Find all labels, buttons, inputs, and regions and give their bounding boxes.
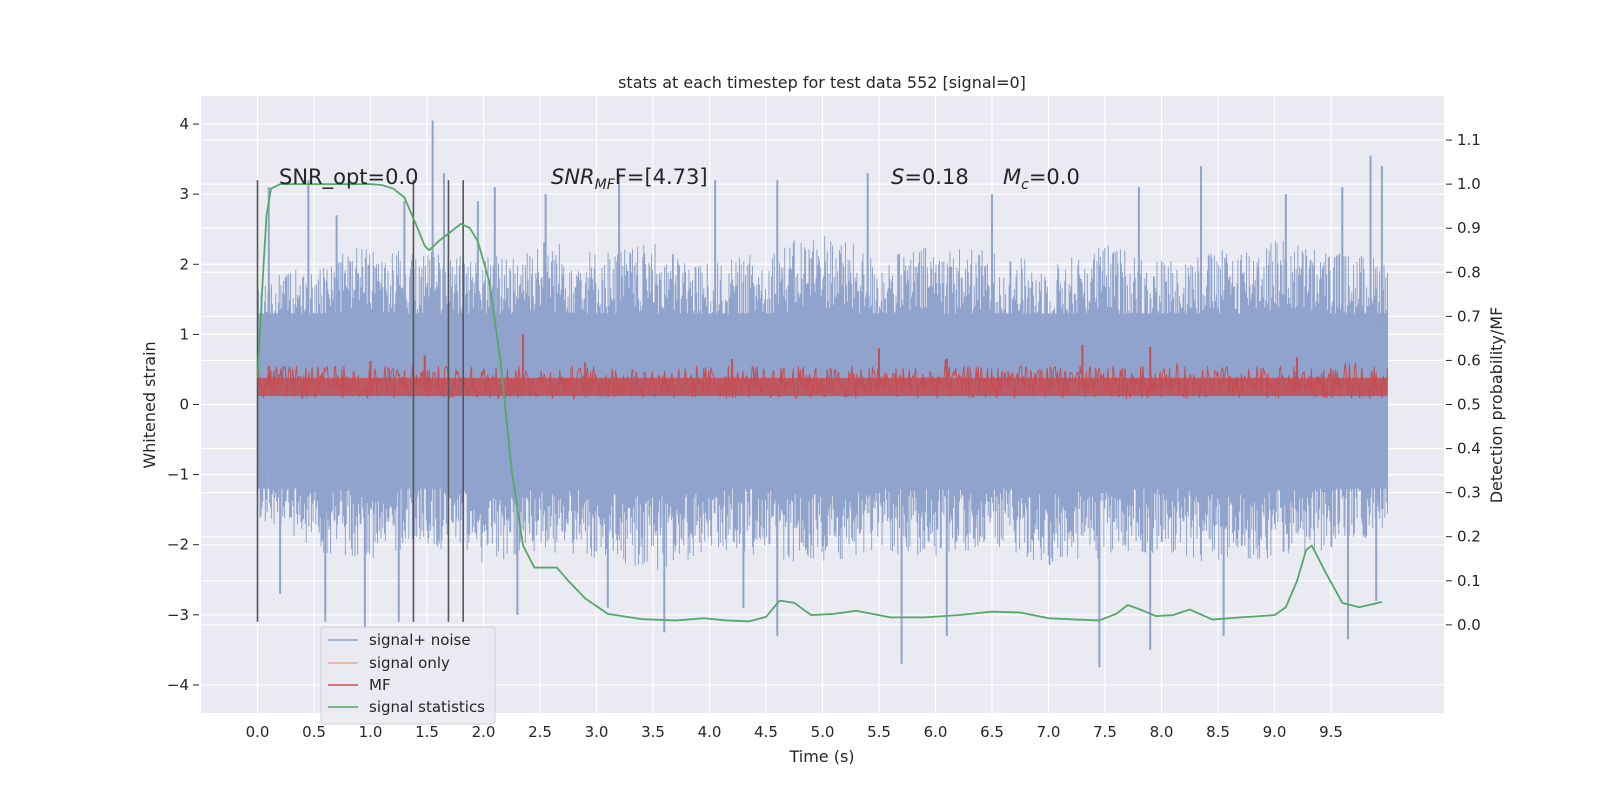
x-tick-label-17: 8.5: [1206, 723, 1230, 741]
y-right-tick-label-1: 1.0: [1457, 175, 1481, 193]
x-tick-label-0: 0.0: [246, 723, 270, 741]
x-tick-label-4: 2.0: [472, 723, 496, 741]
y-left-tick-label-3: 1: [179, 325, 189, 343]
y-left-tick-label-2: 2: [179, 255, 189, 273]
y-right-tick-label-4: 0.7: [1457, 307, 1481, 325]
x-tick-label-19: 9.5: [1319, 723, 1343, 741]
y-right-tick-label-9: 0.2: [1457, 528, 1481, 546]
y-right-tick-label-10: 0.1: [1457, 572, 1481, 590]
legend-label-signal-only: signal only: [369, 654, 450, 672]
y-axis-label-right: Detection probability/MF: [1487, 307, 1506, 504]
signal-statistics-line: [256, 183, 1383, 623]
y-left-tick-label-8: −4: [167, 676, 189, 694]
x-tick-label-5: 2.5: [528, 723, 552, 741]
annotation-snr-mf: SNRMFF=[4.73]: [551, 165, 708, 193]
y-right-tick-label-3: 0.8: [1457, 263, 1481, 281]
x-axis-label: Time (s): [788, 747, 854, 766]
y-left-tick-label-5: −1: [167, 466, 189, 484]
legend-label-signal-noise: signal+ noise: [369, 631, 471, 649]
y-axis-label-left: Whitened strain: [140, 341, 159, 468]
series-mf: [257, 334, 1388, 401]
x-tick-label-8: 4.0: [698, 723, 722, 741]
annotations: SNR_opt=0.0 SNRMFF=[4.73] S=0.18 Mc=0.0: [279, 165, 1080, 193]
x-tick-label-14: 7.0: [1037, 723, 1061, 741]
x-tick-label-15: 7.5: [1093, 723, 1117, 741]
chart-title: stats at each timestep for test data 552…: [618, 73, 1026, 92]
y-left-tick-label-1: 3: [179, 185, 189, 203]
x-tick-label-6: 3.0: [585, 723, 609, 741]
legend-label-mf: MF: [369, 676, 391, 694]
y-right-tick-label-5: 0.6: [1457, 351, 1481, 369]
legend-box: [320, 626, 496, 725]
legend: signal+ noise signal only MF signal stat…: [320, 626, 496, 725]
x-tick-label-12: 6.0: [924, 723, 948, 741]
annotation-snr-opt: SNR_opt=0.0: [279, 165, 419, 190]
annotation-s: S=0.18: [891, 165, 969, 189]
mf-band: [257, 377, 1388, 397]
x-tick-label-18: 9.0: [1263, 723, 1287, 741]
y-right-tick-label-2: 0.9: [1457, 219, 1481, 237]
x-tick-label-9: 4.5: [754, 723, 778, 741]
vertical-markers: [256, 180, 464, 622]
x-tick-label-10: 5.0: [811, 723, 835, 741]
x-tick-label-11: 5.5: [867, 723, 891, 741]
legend-label-signal-statistics: signal statistics: [369, 698, 485, 716]
y-right-tick-label-0: 1.1: [1457, 131, 1481, 149]
x-tick-label-3: 1.5: [415, 723, 439, 741]
y-right-tick-label-11: 0.0: [1457, 616, 1481, 634]
y-left-tick-label-0: 4: [179, 115, 189, 133]
y-right-tick-label-8: 0.3: [1457, 484, 1481, 502]
series-signal-statistics: [256, 183, 1383, 623]
x-tick-label-16: 8.0: [1150, 723, 1174, 741]
x-tick-label-7: 3.5: [641, 723, 665, 741]
y-left-tick-label-4: 0: [179, 396, 189, 414]
tick-labels: 0.0 0.5 1.0 1.5 2.0 2.5 3.0 3.5 4.0 4.5 5.0 5.5 6.0 6…: [167, 115, 1481, 741]
y-right-tick-label-6: 0.5: [1457, 396, 1481, 414]
x-tick-label-1: 0.5: [302, 723, 326, 741]
x-tick-label-13: 6.5: [980, 723, 1004, 741]
y-right-tick-label-7: 0.4: [1457, 440, 1481, 458]
y-left-tick-label-6: −2: [167, 536, 189, 554]
x-tick-label-2: 1.0: [359, 723, 383, 741]
y-left-tick-label-7: −3: [167, 606, 189, 624]
annotation-mc: Mc=0.0: [1003, 165, 1080, 193]
